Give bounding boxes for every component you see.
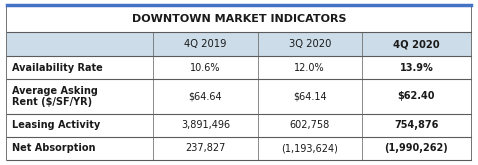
Text: Average Asking
Rent ($/SF/YR): Average Asking Rent ($/SF/YR) bbox=[12, 86, 98, 107]
Text: $64.64: $64.64 bbox=[189, 92, 222, 101]
Text: 4Q 2020: 4Q 2020 bbox=[393, 39, 440, 49]
Text: 754,876: 754,876 bbox=[394, 120, 438, 130]
Text: DOWNTOWN MARKET INDICATORS: DOWNTOWN MARKET INDICATORS bbox=[132, 14, 346, 24]
Text: 4Q 2019: 4Q 2019 bbox=[184, 39, 227, 49]
Text: $64.14: $64.14 bbox=[293, 92, 326, 101]
Text: $62.40: $62.40 bbox=[398, 92, 435, 101]
Text: 13.9%: 13.9% bbox=[400, 63, 433, 73]
Text: 3,891,496: 3,891,496 bbox=[181, 120, 230, 130]
Text: 3Q 2020: 3Q 2020 bbox=[289, 39, 331, 49]
Text: 237,827: 237,827 bbox=[185, 143, 226, 153]
Text: 602,758: 602,758 bbox=[290, 120, 330, 130]
Text: 10.6%: 10.6% bbox=[190, 63, 221, 73]
Text: (1,193,624): (1,193,624) bbox=[281, 143, 338, 153]
Text: 12.0%: 12.0% bbox=[294, 63, 325, 73]
Text: Availability Rate: Availability Rate bbox=[12, 63, 103, 73]
Text: Net Absorption: Net Absorption bbox=[12, 143, 96, 153]
Text: (1,990,262): (1,990,262) bbox=[384, 143, 448, 153]
Text: Leasing Activity: Leasing Activity bbox=[12, 120, 100, 130]
